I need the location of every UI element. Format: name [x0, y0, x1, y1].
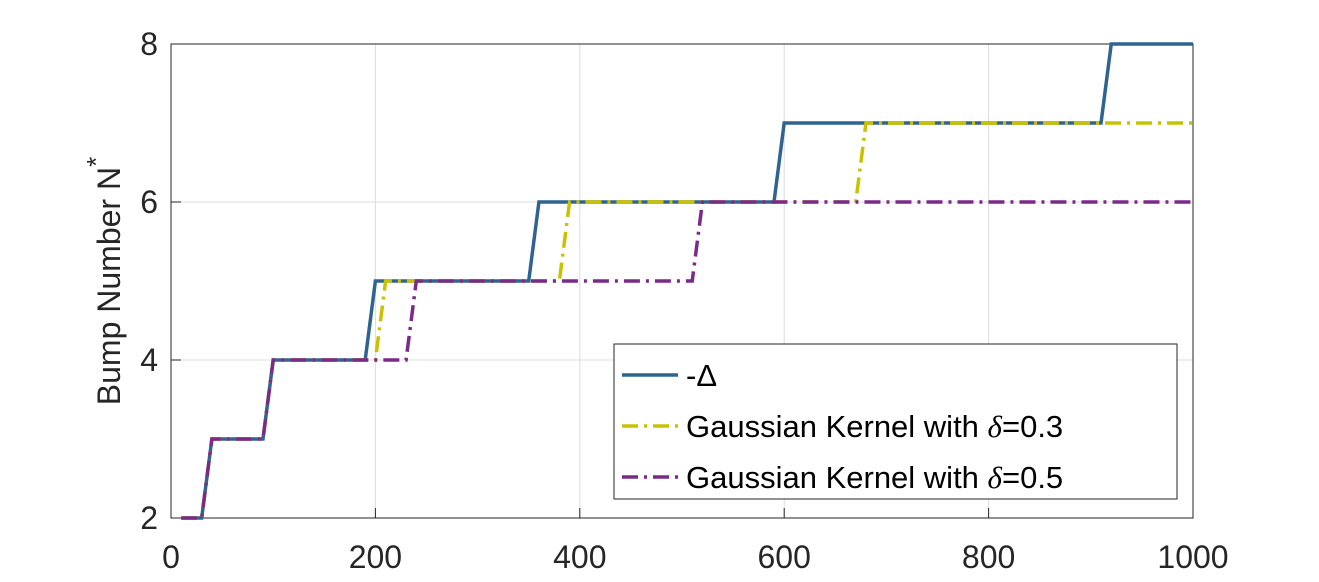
series-line-3: [181, 200, 1193, 520]
y-axis-label: Bump Number N*: [81, 157, 127, 405]
tick-marks: [170, 43, 1194, 519]
series-lines: [181, 42, 1193, 520]
y-tick-label: 4: [140, 342, 158, 378]
x-tick-label: 1000: [1157, 539, 1228, 575]
x-tick-label: 200: [349, 539, 402, 575]
legend-label-suffix: =0.3: [1002, 409, 1063, 444]
x-tick-label: 400: [553, 539, 606, 575]
legend-label-1: -Δ: [686, 358, 717, 393]
legend-label-prefix: Gaussian Kernel with: [686, 409, 988, 444]
tick-labels: 0 200 400 600 800 1000 2 4 6 8: [140, 26, 1228, 575]
legend-label-3: Gaussian Kernel with δ=0.5: [686, 460, 1063, 495]
legend-label-symbol: Δ: [696, 358, 717, 393]
y-axis-label-text: Bump Number N: [91, 167, 127, 405]
legend-box: [613, 343, 1178, 500]
x-tick-label: 600: [758, 539, 811, 575]
y-tick-label: 6: [140, 184, 158, 220]
legend-label-prefix: Gaussian Kernel with: [686, 460, 988, 495]
legend-label-2: Gaussian Kernel with δ=0.3: [686, 409, 1063, 444]
legend-label-prefix: -: [686, 358, 696, 393]
x-tick-label: 0: [162, 539, 180, 575]
legend-label-suffix: =0.5: [1002, 460, 1063, 495]
legend-label-symbol: δ: [988, 460, 1003, 495]
x-tick-label: 800: [962, 539, 1015, 575]
y-tick-label: 2: [140, 500, 158, 536]
legend-label-symbol: δ: [988, 409, 1003, 444]
y-axis-label-superscript: *: [81, 157, 111, 167]
plot-frame: [170, 43, 1194, 519]
y-tick-label: 8: [140, 26, 158, 62]
